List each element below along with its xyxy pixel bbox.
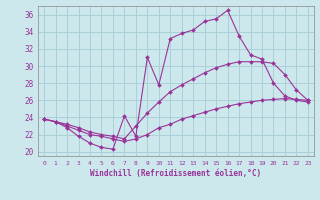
X-axis label: Windchill (Refroidissement éolien,°C): Windchill (Refroidissement éolien,°C): [91, 169, 261, 178]
